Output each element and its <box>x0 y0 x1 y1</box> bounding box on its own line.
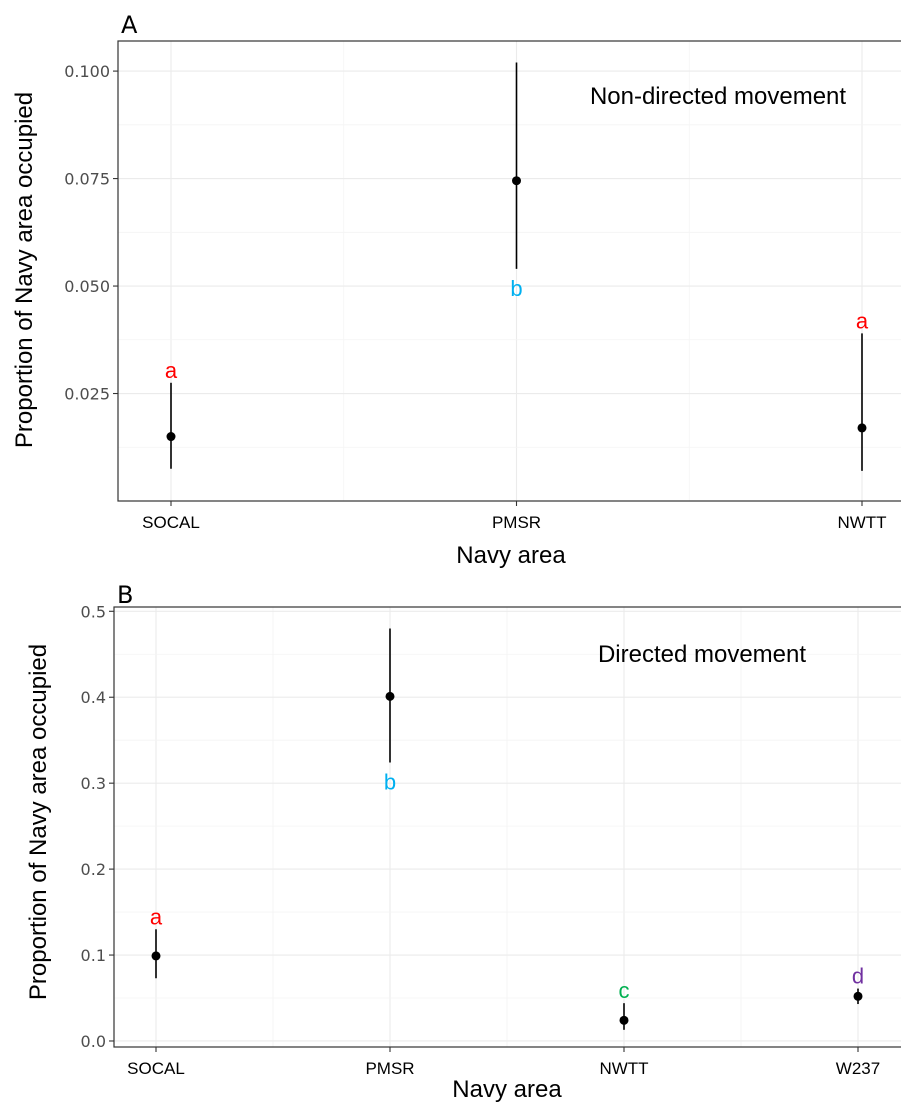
y-tick-label: 0.100 <box>64 62 110 81</box>
data-point <box>166 432 176 442</box>
significance-label: c <box>619 978 630 1003</box>
panel-b-letter: B <box>117 581 133 609</box>
y-tick-label: 0.0 <box>81 1032 106 1051</box>
data-point <box>151 951 161 961</box>
panel-b-marks: a b c d <box>150 628 864 1030</box>
significance-label: a <box>856 308 869 333</box>
panel-a-letter: A <box>121 11 138 39</box>
panel-b: B 0.0 0.1 0.2 0.3 0.4 0.5 SOCAL PMSR NWTT W237 a… <box>25 581 901 1103</box>
data-point <box>857 423 867 433</box>
panel-b-grid <box>114 607 901 1047</box>
panel-b-frame <box>113 606 901 1048</box>
panel-b-x-axis-title: Navy area <box>452 1076 562 1103</box>
x-tick-label: PMSR <box>365 1059 414 1078</box>
panel-b-y-axis-title: Proportion of Navy area occupied <box>25 644 52 1000</box>
x-tick-label: W237 <box>836 1059 880 1078</box>
data-point <box>512 176 521 186</box>
panel-a-y-ticks: 0.025 0.050 0.075 0.100 <box>64 62 118 404</box>
significance-label: b <box>510 276 522 301</box>
data-point <box>385 691 395 701</box>
panel-a-annotation: Non-directed movement <box>590 83 846 110</box>
significance-label: a <box>150 904 163 929</box>
y-tick-label: 0.1 <box>81 946 106 965</box>
y-tick-label: 0.050 <box>64 277 110 296</box>
panel-a-x-axis-title: Navy area <box>456 542 566 569</box>
significance-label: b <box>384 770 396 795</box>
y-tick-label: 0.2 <box>81 860 106 879</box>
y-tick-label: 0.075 <box>64 170 110 189</box>
data-point <box>619 1015 629 1025</box>
panel-b-y-ticks: 0.0 0.1 0.2 0.3 0.4 0.5 <box>81 602 114 1051</box>
panel-a-y-axis-title: Proportion of Navy area occupied <box>11 92 38 448</box>
y-tick-label: 0.5 <box>81 602 106 621</box>
panel-a-grid <box>118 41 901 501</box>
data-point <box>853 991 863 1001</box>
significance-label: d <box>852 964 864 989</box>
x-tick-label: SOCAL <box>142 513 200 532</box>
panel-b-annotation: Directed movement <box>598 641 806 668</box>
panel-a-x-ticks: SOCAL PMSR NWTT <box>142 501 887 532</box>
significance-label: a <box>165 358 178 383</box>
x-tick-label: PMSR <box>492 513 541 532</box>
x-tick-label: NWTT <box>837 513 886 532</box>
x-tick-label: SOCAL <box>127 1059 185 1078</box>
panel-b-x-ticks: SOCAL PMSR NWTT W237 <box>127 1047 880 1078</box>
x-tick-label: NWTT <box>599 1059 648 1078</box>
y-tick-label: 0.3 <box>81 774 106 793</box>
panel-a-marks: a b a <box>165 62 869 471</box>
panel-a-frame <box>117 40 901 502</box>
y-tick-label: 0.4 <box>81 688 106 707</box>
y-tick-label: 0.025 <box>64 385 110 404</box>
